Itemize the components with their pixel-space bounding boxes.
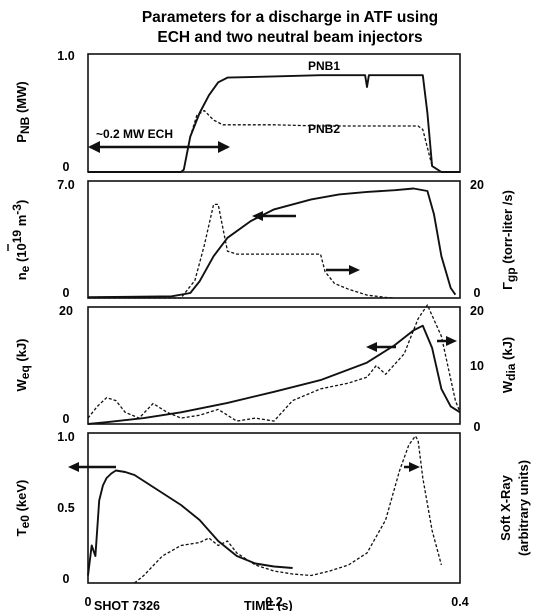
energy-right-tick-0: 0 <box>474 420 481 434</box>
density-left-tick-1: 7.0 <box>57 178 74 192</box>
energy-arrow-right-head <box>446 336 457 346</box>
density-series-left-solid <box>87 187 457 299</box>
x-tick-0: 0 <box>85 595 92 609</box>
energy-left-tick-0: 0 <box>63 412 70 426</box>
density-arrow-left-head <box>252 211 263 221</box>
chart-title-line1: Parameters for a discharge in ATF using <box>142 9 438 26</box>
chart-title-line2: ECH and two neutral beam injectors <box>157 29 422 46</box>
ech-arrow-head-left <box>88 141 100 153</box>
te-series-right-dashed <box>134 435 443 584</box>
te-arrow-right-head <box>409 462 420 472</box>
shot-label: SHOT 7326 <box>94 599 160 611</box>
density-right-tick-0: 0 <box>474 286 481 300</box>
series-layer <box>87 74 461 584</box>
te-ylabel: Te0 (keV) <box>14 480 32 537</box>
pnb-ylabel: PNB (MW) <box>14 81 32 142</box>
ech-label: ~0.2 MW ECH <box>96 127 173 141</box>
te-y2label-line1: Soft X-Ray <box>498 474 513 541</box>
te-arrow-left-head <box>68 462 79 472</box>
panel-energy-frame <box>87 306 461 425</box>
density-ylabel: ne (1019 m-3) <box>10 200 32 281</box>
pnb2-label: PNB2 <box>308 122 340 136</box>
density-left-tick-0: 0 <box>63 286 70 300</box>
panel-density-frame <box>87 180 461 299</box>
pnb-series-pnb1 <box>88 74 460 173</box>
x-tick-2: 0.4 <box>451 595 468 609</box>
energy-arrow-left-head <box>366 342 377 352</box>
pnb-series-pnb2 <box>88 109 460 173</box>
te-tick-2: 1.0 <box>57 430 74 444</box>
energy-y2label: Wdia (kJ) <box>500 337 518 393</box>
te-tick-0: 0 <box>63 572 70 586</box>
density-arrow-right-head <box>349 265 360 275</box>
pnb-tick-0: 0 <box>63 160 70 174</box>
panel-pnb-frame <box>87 53 461 173</box>
energy-right-tick-1: 10 <box>470 359 484 373</box>
energy-series-left-solid <box>87 324 461 425</box>
density-right-tick-1: 20 <box>470 178 484 192</box>
te-y2label-line2: (arbitrary units) <box>516 460 531 556</box>
energy-ylabel: Weq (kJ) <box>14 338 32 391</box>
density-series-right-dashed <box>88 203 395 299</box>
ech-arrow-head-right <box>218 141 230 153</box>
x-tick-1: 0.2 <box>265 595 282 609</box>
panel-te-frame <box>87 432 461 584</box>
energy-right-tick-2: 20 <box>470 304 484 318</box>
pnb1-label: PNB1 <box>308 59 340 73</box>
te-tick-1: 0.5 <box>57 501 74 515</box>
te-series-left-solid <box>87 469 293 576</box>
pnb-tick-1: 1.0 <box>57 49 74 63</box>
energy-left-tick-1: 20 <box>59 304 73 318</box>
energy-series-right-dashed <box>87 304 461 422</box>
x-axis-label: TIME (s) <box>244 599 293 611</box>
density-y2label: Γgp (torr-liter /s) <box>500 190 518 290</box>
